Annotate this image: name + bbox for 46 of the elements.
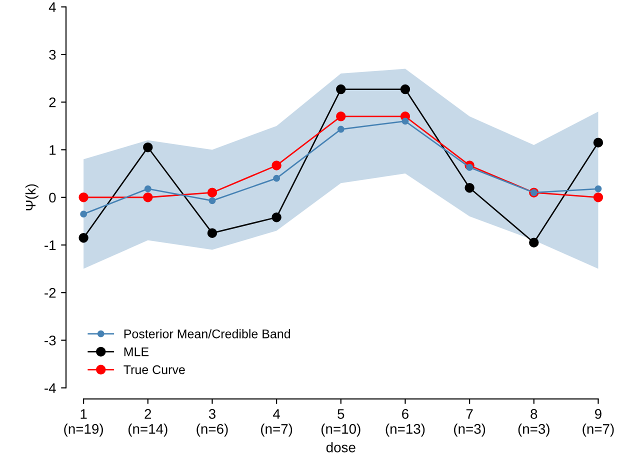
point <box>273 174 280 182</box>
legend-label: True Curve <box>124 365 185 374</box>
point <box>337 126 344 133</box>
y-tick-label: -3 <box>44 336 56 346</box>
point <box>143 192 153 202</box>
x-tick-label: 5 (n=10) <box>321 409 360 437</box>
point <box>144 185 152 192</box>
point <box>464 182 474 193</box>
y-tick-label: 4 <box>48 2 56 12</box>
point <box>529 238 539 248</box>
point <box>143 142 153 152</box>
point <box>207 228 218 238</box>
x-tick-label: 8 (n=3) <box>518 409 550 437</box>
point <box>78 232 88 243</box>
point <box>593 192 604 202</box>
x-tick-label: 7 (n=3) <box>454 409 486 437</box>
point <box>272 160 282 170</box>
x-tick-label: 1 (n=19) <box>64 409 103 437</box>
point <box>207 188 218 198</box>
y-tick-label: -2 <box>44 288 56 298</box>
y-tick-label: -4 <box>44 383 56 393</box>
point <box>400 84 410 94</box>
point <box>336 112 346 122</box>
legend-label: Posterior Mean/Credible Band <box>124 329 290 338</box>
point <box>594 185 602 192</box>
y-tick-label: 0 <box>49 192 56 203</box>
point <box>78 192 88 202</box>
point <box>336 84 346 94</box>
x-tick-label: 4 (n=7) <box>261 409 292 437</box>
x-tick-label: 9 (n=7) <box>582 409 614 437</box>
y-axis-title: Ψ(k) <box>25 184 38 210</box>
y-tick-label: 3 <box>49 50 56 60</box>
point <box>272 212 282 222</box>
point <box>80 210 88 218</box>
y-tick-label: 1 <box>50 145 56 155</box>
x-tick-label: 2 (n=14) <box>128 409 168 437</box>
x-tick-label: 3 (n=6) <box>196 409 228 437</box>
y-tick-label: -1 <box>44 240 56 250</box>
legend-label: MLE <box>124 348 149 356</box>
point <box>208 197 216 204</box>
point <box>402 118 409 125</box>
y-tick-label: 2 <box>49 97 56 108</box>
point <box>466 164 474 171</box>
point <box>593 138 604 148</box>
x-tick-label: 6 (n=13) <box>386 409 425 437</box>
x-axis-title: dose <box>326 442 356 452</box>
